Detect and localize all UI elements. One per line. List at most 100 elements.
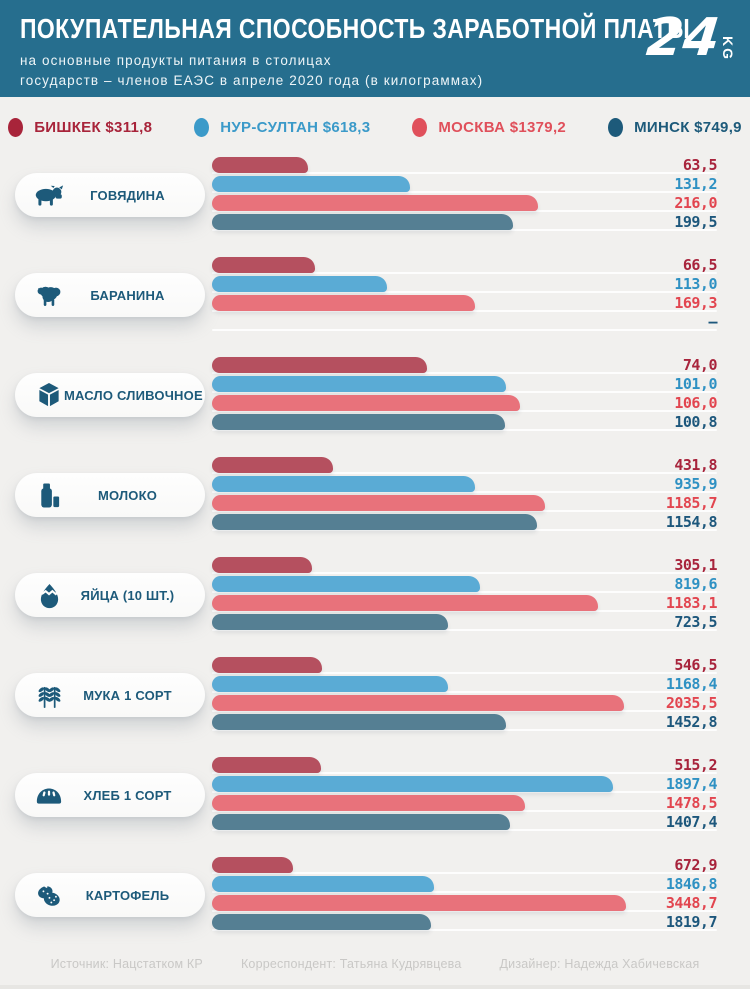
bar-bishkek bbox=[212, 457, 334, 473]
category-row-bread: ХЛЕБ 1 СОРТ 515,2 1897,4 1478,5 1407,4 bbox=[0, 757, 750, 833]
bar-group-bread: 515,2 1897,4 1478,5 1407,4 bbox=[212, 757, 718, 833]
page-title: ПОКУПАТЕЛЬНАЯ СПОСОБНОСТЬ ЗАРАБОТНОЙ ПЛА… bbox=[20, 13, 691, 44]
bar-value-bishkek: 672,9 bbox=[674, 856, 717, 874]
bar-line: 1846,8 bbox=[212, 875, 718, 895]
beef-icon bbox=[34, 181, 64, 209]
bar-value-minsk: 1154,8 bbox=[665, 513, 718, 531]
bar-value-bishkek: 546,5 bbox=[674, 656, 717, 674]
subtitle-line-2: государств – членов ЕАЭС в апреле 2020 г… bbox=[20, 73, 484, 89]
category-pill-beef: ГОВЯДИНА bbox=[15, 173, 205, 217]
bar-moscow bbox=[212, 695, 624, 711]
bar-value-bishkek: 66,5 bbox=[682, 256, 718, 274]
bar-group-flour: 546,5 1168,4 2035,5 1452,8 bbox=[212, 656, 718, 733]
bar-line: 3448,7 bbox=[212, 894, 718, 914]
bread-icon bbox=[34, 781, 64, 809]
bar-line: 106,0 bbox=[212, 395, 717, 414]
legend-dot-minsk bbox=[608, 117, 624, 137]
bar-value-minsk-missing: – bbox=[708, 313, 717, 331]
bar-line: 672,9 bbox=[212, 857, 717, 876]
bar-bishkek bbox=[212, 257, 316, 273]
logo-number: 24 bbox=[643, 8, 723, 68]
bar-line: 2035,5 bbox=[212, 694, 718, 714]
bar-value-minsk: 1407,4 bbox=[665, 813, 718, 831]
bar-moscow bbox=[212, 895, 627, 911]
category-row-milk: МОЛОКО 431,8 935,9 1185,7 1154,8 bbox=[0, 457, 750, 533]
category-label: МОЛОКО bbox=[97, 487, 158, 503]
potato-icon bbox=[34, 881, 64, 909]
bar-line: 1154,8 bbox=[212, 513, 718, 533]
category-pill-flour: МУКА 1 СОРТ bbox=[15, 673, 205, 717]
bar-line: 1168,4 bbox=[212, 676, 718, 695]
bar-nursultan bbox=[212, 176, 410, 192]
bar-line: 819,6 bbox=[212, 576, 717, 595]
bar-value-nursultan: 113,0 bbox=[674, 275, 717, 293]
legend: БИШКЕК $311,8 НУР-СУЛТАН $618,3 МОСКВА $… bbox=[0, 114, 750, 140]
bar-bishkek bbox=[212, 657, 323, 673]
bar-value-nursultan: 1846,8 bbox=[665, 875, 718, 893]
bar-moscow bbox=[212, 595, 599, 611]
bar-minsk bbox=[212, 714, 506, 730]
bar-line: 199,5 bbox=[212, 214, 717, 233]
category-pill-bread: ХЛЕБ 1 СОРТ bbox=[15, 773, 205, 817]
category-row-flour: МУКА 1 СОРТ 546,5 1168,4 2035,5 1452,8 bbox=[0, 657, 750, 733]
chart-rows: ГОВЯДИНА 63,5 131,2 216,0 199,5 bbox=[0, 157, 750, 933]
bar-value-moscow: 106,0 bbox=[674, 394, 717, 412]
bar-moscow bbox=[212, 395, 521, 411]
bar-nursultan bbox=[212, 676, 449, 692]
bar-minsk bbox=[212, 614, 449, 630]
bar-value-moscow: 2035,5 bbox=[665, 694, 718, 712]
bar-line: 1183,1 bbox=[212, 595, 718, 614]
bar-value-minsk: 1819,7 bbox=[665, 913, 718, 931]
category-row-beef: ГОВЯДИНА 63,5 131,2 216,0 199,5 bbox=[0, 157, 750, 233]
bar-line: 1407,4 bbox=[212, 813, 718, 833]
logo-24kg: 24 KG bbox=[643, 8, 736, 68]
milk-icon bbox=[34, 481, 64, 509]
bar-value-nursultan: 1897,4 bbox=[665, 775, 718, 793]
bar-line: 305,1 bbox=[212, 557, 717, 576]
legend-label-moscow: МОСКВА $1379,2 bbox=[438, 118, 567, 136]
bar-value-minsk: 723,5 bbox=[674, 613, 717, 631]
page-subtitle: на основные продукты питания в столицах … bbox=[20, 51, 730, 92]
bar-line: – bbox=[212, 314, 717, 333]
bar-group-butter: 74,0 101,0 106,0 100,8 bbox=[212, 357, 718, 433]
bar-value-bishkek: 515,2 bbox=[674, 756, 717, 774]
bar-group-mutton: 66,5 113,0 169,3 – bbox=[212, 256, 718, 333]
category-label: МУКА 1 СОРТ bbox=[83, 687, 172, 703]
footer-correspondent: Корреспондент: Татьяна Кудрявцева bbox=[240, 957, 462, 971]
bar-bishkek bbox=[212, 157, 308, 173]
bar-moscow bbox=[212, 195, 538, 211]
legend-label-nursultan: НУР-СУЛТАН $618,3 bbox=[220, 118, 371, 136]
bar-line: 515,2 bbox=[212, 757, 717, 776]
sheep-icon bbox=[34, 281, 64, 309]
bar-value-moscow: 3448,7 bbox=[665, 894, 718, 912]
legend-label-minsk: МИНСК $749,9 bbox=[634, 118, 742, 136]
bar-line: 1819,7 bbox=[212, 913, 718, 933]
bar-bishkek bbox=[212, 757, 322, 773]
wheat-icon bbox=[34, 681, 64, 709]
bar-value-moscow: 216,0 bbox=[674, 194, 717, 212]
bar-value-minsk: 100,8 bbox=[674, 413, 717, 431]
bar-bishkek bbox=[212, 857, 293, 873]
footer: Источник: Нацстатком КР Корреспондент: Т… bbox=[0, 957, 750, 971]
header: ПОКУПАТЕЛЬНАЯ СПОСОБНОСТЬ ЗАРАБОТНОЙ ПЛА… bbox=[0, 0, 750, 97]
category-label: МАСЛО СЛИВОЧНОЕ bbox=[64, 387, 203, 403]
footer-designer: Дизайнер: Надежда Хабичевская bbox=[499, 957, 700, 971]
category-label: ХЛЕБ 1 СОРТ bbox=[83, 787, 172, 803]
category-pill-butter: МАСЛО СЛИВОЧНОЕ bbox=[15, 373, 205, 417]
bar-group-eggs: 305,1 819,6 1183,1 723,5 bbox=[212, 557, 718, 633]
legend-label-bishkek: БИШКЕК $311,8 bbox=[34, 118, 153, 136]
bar-line: 74,0 bbox=[212, 357, 718, 376]
legend-item-bishkek: БИШКЕК $311,8 bbox=[8, 117, 153, 137]
bar-value-bishkek: 305,1 bbox=[674, 556, 717, 574]
category-pill-potato: КАРТОФЕЛЬ bbox=[15, 873, 205, 917]
bar-nursultan bbox=[212, 876, 434, 892]
category-label: БАРАНИНА bbox=[90, 287, 165, 303]
bar-minsk bbox=[212, 414, 505, 430]
bar-minsk bbox=[212, 914, 431, 930]
butter-icon bbox=[34, 381, 64, 409]
category-label: КАРТОФЕЛЬ bbox=[85, 887, 170, 903]
category-row-eggs: ЯЙЦА (10 ШТ.) 305,1 819,6 1183,1 723,5 bbox=[0, 557, 750, 633]
bar-minsk bbox=[212, 214, 513, 230]
bar-line: 216,0 bbox=[212, 195, 717, 214]
bar-line: 100,8 bbox=[212, 414, 717, 433]
